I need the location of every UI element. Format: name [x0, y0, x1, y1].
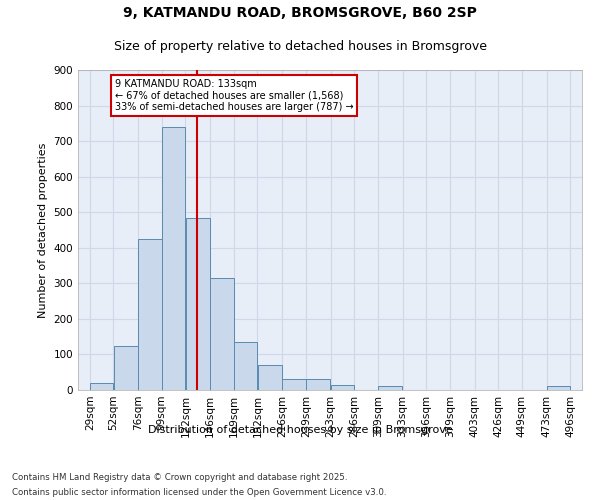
Bar — [258, 365, 282, 390]
Bar — [331, 384, 354, 390]
Text: 9 KATMANDU ROAD: 133sqm
← 67% of detached houses are smaller (1,568)
33% of semi: 9 KATMANDU ROAD: 133sqm ← 67% of detache… — [115, 79, 353, 112]
Text: Contains public sector information licensed under the Open Government Licence v3: Contains public sector information licen… — [12, 488, 386, 497]
Text: Size of property relative to detached houses in Bromsgrove: Size of property relative to detached ho… — [113, 40, 487, 54]
Bar — [234, 342, 257, 390]
Text: Distribution of detached houses by size in Bromsgrove: Distribution of detached houses by size … — [148, 425, 452, 435]
Bar — [114, 346, 138, 390]
Bar — [139, 239, 161, 390]
Bar — [378, 386, 402, 390]
Bar — [306, 380, 330, 390]
Bar — [283, 380, 305, 390]
Y-axis label: Number of detached properties: Number of detached properties — [38, 142, 48, 318]
Bar — [186, 218, 210, 390]
Bar — [162, 127, 185, 390]
Text: 9, KATMANDU ROAD, BROMSGROVE, B60 2SP: 9, KATMANDU ROAD, BROMSGROVE, B60 2SP — [123, 6, 477, 20]
Bar — [547, 386, 570, 390]
Text: Contains HM Land Registry data © Crown copyright and database right 2025.: Contains HM Land Registry data © Crown c… — [12, 473, 347, 482]
Bar — [90, 383, 113, 390]
Bar — [211, 278, 233, 390]
